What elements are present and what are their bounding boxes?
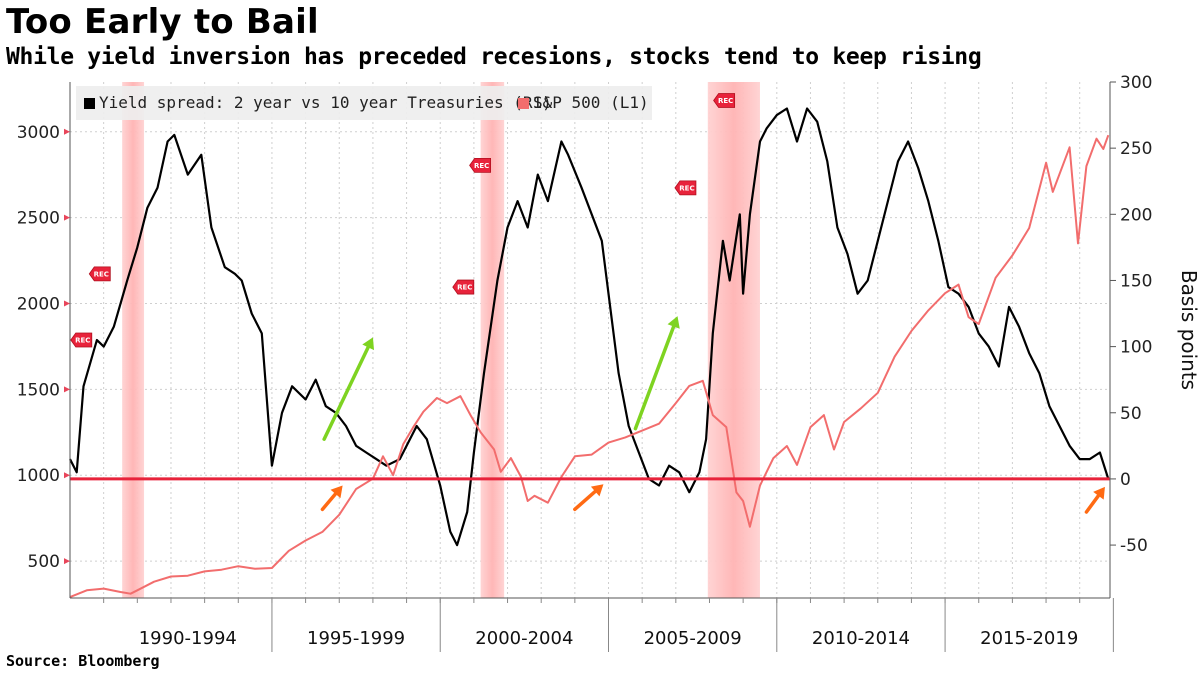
left-tick-mark <box>64 128 70 135</box>
sp500-line <box>69 134 1110 599</box>
x-tick-label: 2005-2009 <box>644 628 742 649</box>
yield-spread-line <box>69 107 1110 547</box>
chart-subtitle: While yield inversion has preceded reces… <box>6 44 982 70</box>
orange-arrow <box>320 492 338 512</box>
right-tick-label: 150 <box>1120 271 1152 291</box>
source-note: Source: Bloomberg <box>6 652 160 670</box>
recession-band <box>480 82 505 598</box>
chart-title: Too Early to Bail <box>6 2 319 42</box>
left-tick-mark <box>64 386 70 393</box>
orange-arrow-head <box>1093 486 1105 500</box>
left-tick-mark <box>64 472 70 479</box>
series-lines <box>69 107 1110 599</box>
green-arrow <box>633 324 676 431</box>
recession-bands <box>122 82 760 598</box>
rec-marker <box>452 279 475 295</box>
left-tick-mark <box>64 214 70 221</box>
x-tick-label: 2010-2014 <box>812 628 910 649</box>
recession-band <box>707 82 760 598</box>
rec-marker-label: REC <box>718 97 733 105</box>
legend-swatch <box>518 98 529 109</box>
recession-markers: REC REC REC REC REC REC <box>70 93 736 348</box>
rec-marker <box>713 93 736 108</box>
annotation-arrows <box>320 316 1105 514</box>
right-tick-label: 300 <box>1120 73 1152 93</box>
orange-arrow <box>573 489 597 512</box>
green-arrow-head <box>362 337 375 351</box>
left-tick-label: 1500 <box>17 380 60 400</box>
left-tick-label: 500 <box>28 552 60 572</box>
x-tick-label: 2000-2004 <box>475 628 573 649</box>
left-tick-mark <box>64 300 70 307</box>
rec-marker-label: REC <box>474 162 489 170</box>
rec-marker <box>70 332 93 348</box>
rec-marker <box>88 266 111 282</box>
right-tick-label: 50 <box>1120 404 1142 424</box>
right-axis-title: Basis points <box>1177 270 1200 390</box>
green-arrow-head <box>667 316 680 329</box>
legend-swatch <box>84 98 95 109</box>
rec-marker-label: REC <box>75 337 90 345</box>
orange-arrow-head <box>330 485 343 499</box>
recession-band <box>122 82 145 598</box>
left-tick-label: 3000 <box>17 123 60 143</box>
right-tick-label: 0 <box>1120 470 1131 490</box>
legend: Yield spread: 2 year vs 10 year Treasuri… <box>76 86 652 120</box>
right-tick-label: 100 <box>1120 338 1152 358</box>
left-tick-label: 2000 <box>17 295 60 315</box>
right-tick-label: 200 <box>1120 205 1152 225</box>
rec-marker <box>674 180 697 196</box>
legend-background <box>76 86 652 120</box>
right-tick-label: 250 <box>1120 139 1152 159</box>
left-tick-mark <box>64 558 70 565</box>
legend-label: S&P 500 (L1) <box>533 93 649 112</box>
green-arrow <box>322 345 370 441</box>
left-tick-label: 2500 <box>17 209 60 229</box>
x-tick-label: 1995-1999 <box>307 628 405 649</box>
x-tick-label: 1990-1994 <box>139 628 237 649</box>
legend-label: Yield spread: 2 year vs 10 year Treasuri… <box>99 93 552 112</box>
rec-marker-label: REC <box>457 284 472 292</box>
left-tick-label: 1000 <box>17 466 60 486</box>
gridlines <box>70 82 1110 598</box>
rec-marker-label: REC <box>94 270 109 278</box>
rec-marker <box>469 157 492 173</box>
axes: 500 1000 1500 2000 2500 3000 -50 0 50 100 150 200 25… <box>17 73 1200 652</box>
orange-arrow <box>1084 493 1101 514</box>
orange-arrow-head <box>590 484 604 497</box>
x-tick-label: 2015-2019 <box>980 628 1078 649</box>
rec-marker-label: REC <box>679 184 694 192</box>
right-tick-label: -50 <box>1120 536 1148 556</box>
